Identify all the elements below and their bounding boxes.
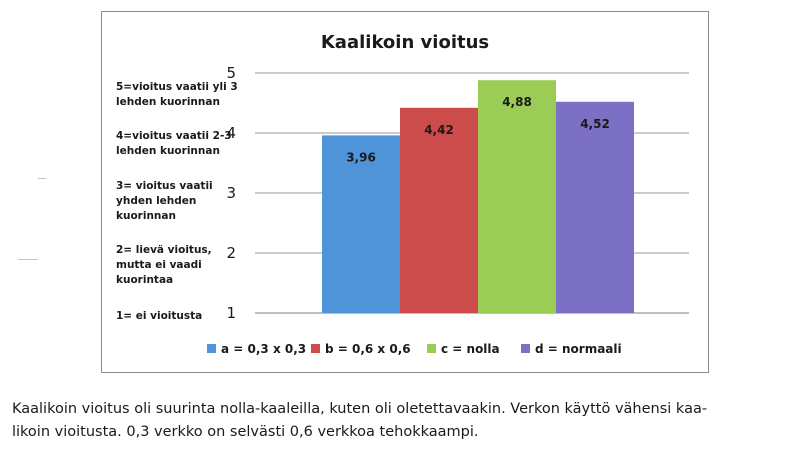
chart-title: Kaalikoin vioitus: [321, 32, 489, 53]
scale-note-line: 2= lievä vioitus,: [116, 244, 212, 256]
scale-note-2: 2= lievä vioitus, mutta ei vaadi kuorint…: [116, 243, 266, 288]
scale-note-line: lehden kuorinnan: [116, 145, 220, 157]
legend-label: b = 0,6 x 0,6: [325, 342, 411, 356]
scale-note-line: 4=vioitus vaatii 2-3: [116, 130, 232, 142]
bar: [322, 135, 400, 313]
scan-mark: [38, 178, 46, 179]
scale-note-line: mutta ei vaadi: [116, 259, 202, 271]
scale-note-line: kuorinnan: [116, 210, 176, 222]
y-tick-label: 5: [226, 64, 236, 82]
caption-line: Kaalikoin vioitus oli suurinta nolla-kaa…: [12, 401, 708, 417]
legend-item: c = nolla: [427, 342, 500, 356]
scale-note-line: 5=vioitus vaatii yli 3: [116, 81, 238, 93]
scale-note-3: 3= vioitus vaatii yhden lehden kuorinnan: [116, 179, 266, 224]
data-label: 4,52: [580, 117, 610, 131]
legend-item: a = 0,3 x 0,3: [207, 342, 306, 356]
legend: a = 0,3 x 0,3 b = 0,6 x 0,6 c = nolla d = n…: [207, 342, 622, 356]
legend-swatch: [521, 344, 530, 353]
legend-swatch: [207, 344, 216, 353]
caption-line: likoin vioitusta. 0,3 verkko on selvästi…: [12, 424, 479, 440]
y-axis-ticks: 1 2 3 4 5: [226, 64, 236, 322]
scale-note-5: 5=vioitus vaatii yli 3 lehden kuorinnan: [116, 80, 266, 110]
legend-swatch: [427, 344, 436, 353]
scale-note-4: 4=vioitus vaatii 2-3 lehden kuorinnan: [116, 129, 266, 159]
data-label: 4,42: [424, 123, 454, 137]
scale-note-line: kuorintaa: [116, 274, 174, 286]
bar: [556, 101, 634, 313]
data-labels: 3,96 4,42 4,88 4,52: [346, 95, 610, 164]
caption: Kaalikoin vioitus oli suurinta nolla-kaa…: [12, 398, 802, 444]
bar: [478, 80, 556, 313]
y-tick-label: 1: [226, 304, 236, 322]
data-label: 4,88: [502, 95, 532, 109]
bar: [400, 107, 478, 313]
legend-label: d = normaali: [535, 342, 622, 356]
scale-note-line: 1= ei vioitusta: [116, 310, 203, 322]
scan-mark: [18, 259, 38, 260]
legend-label: a = 0,3 x 0,3: [221, 342, 306, 356]
scale-note-1: 1= ei vioitusta: [116, 309, 266, 324]
scale-note-line: yhden lehden: [116, 195, 197, 207]
legend-item: b = 0,6 x 0,6: [311, 342, 411, 356]
bars: [322, 80, 634, 313]
scale-note-line: lehden kuorinnan: [116, 96, 220, 108]
y-tick-label: 4: [226, 124, 236, 142]
scale-note-line: 3= vioitus vaatii: [116, 180, 213, 192]
legend-swatch: [311, 344, 320, 353]
y-tick-label: 2: [226, 244, 236, 262]
legend-item: d = normaali: [521, 342, 622, 356]
legend-label: c = nolla: [441, 342, 500, 356]
y-tick-label: 3: [226, 184, 236, 202]
data-label: 3,96: [346, 150, 376, 164]
